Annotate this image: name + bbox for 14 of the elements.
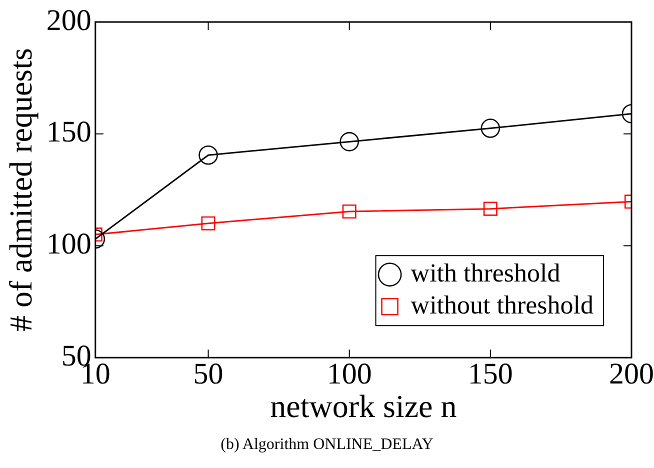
legend-label: with threshold: [410, 258, 560, 288]
x-axis-title: network size n: [270, 388, 457, 424]
legend-label: without threshold: [410, 290, 594, 320]
y-tick-label: 150: [46, 116, 92, 149]
y-axis-title: # of admitted requests: [2, 48, 39, 332]
x-tick-label: 50: [193, 357, 224, 390]
x-tick-label: 200: [609, 357, 654, 390]
x-tick-label: 100: [326, 357, 372, 390]
point: [342, 204, 356, 219]
point: [340, 132, 359, 152]
text: (b) Algorithm ONLINE_DELAY: [220, 436, 434, 454]
y-tick-label: 100: [46, 228, 92, 261]
y-tick-label: 200: [46, 4, 92, 37]
x-tick-label: 150: [468, 357, 513, 390]
